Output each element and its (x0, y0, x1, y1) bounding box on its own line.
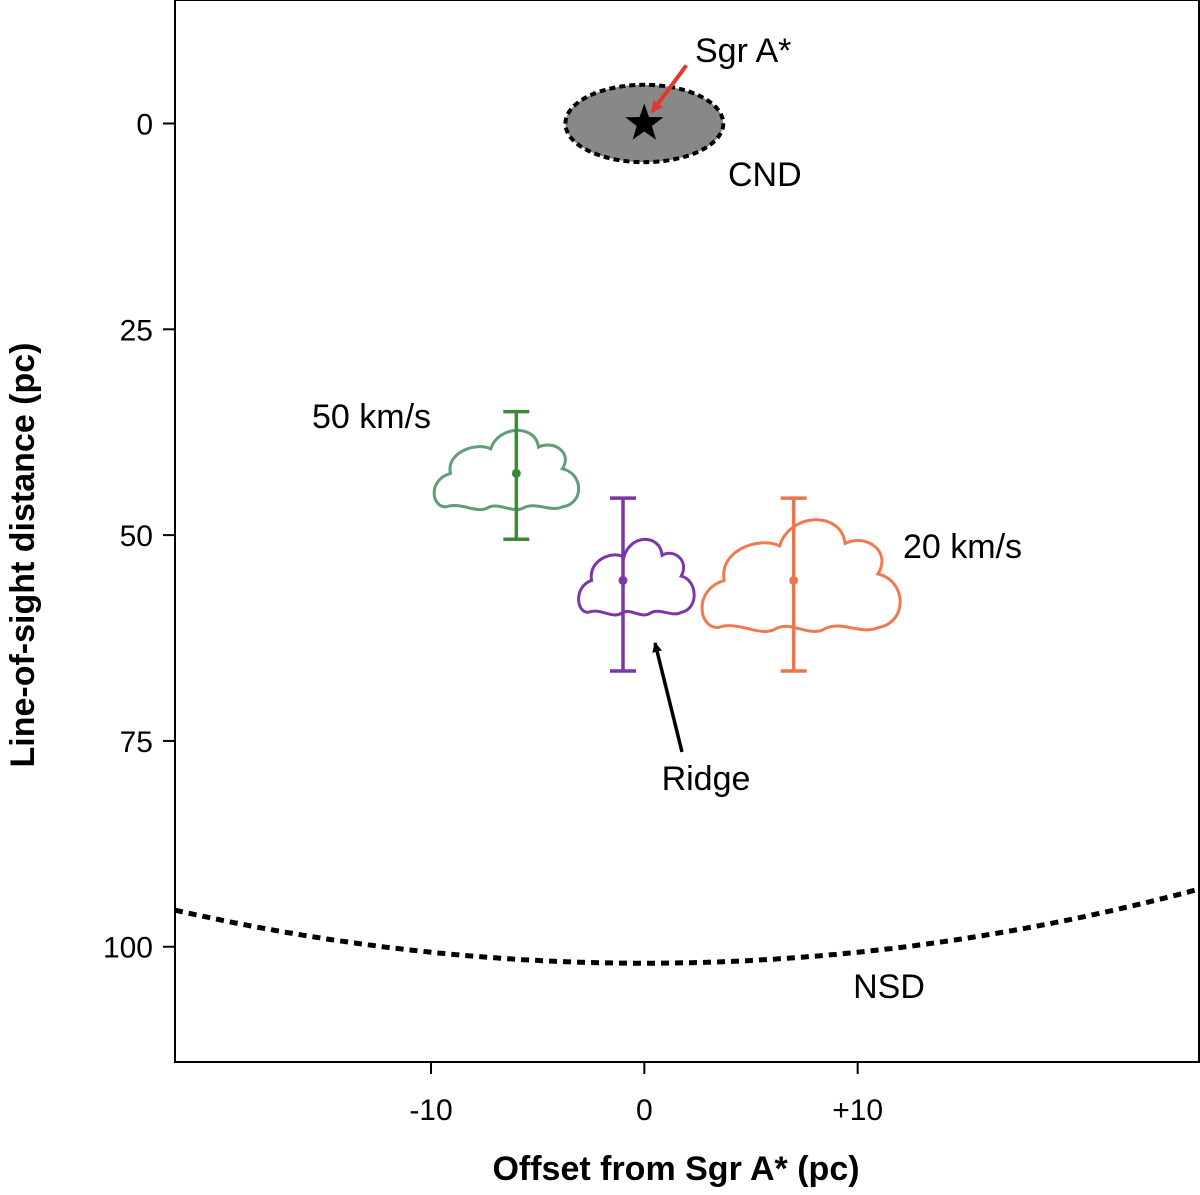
sgr-a-arrow (650, 64, 688, 114)
sgr-a-label: Sgr A* (695, 32, 791, 70)
cloud-50-label: 50 km/s (312, 398, 431, 436)
ridge-arrow (652, 641, 684, 753)
y-tick-label: 75 (120, 726, 153, 759)
y-axis-title: Line-of-sight distance (pc) (4, 343, 42, 768)
data-point (618, 575, 628, 585)
nsd-label: NSD (853, 968, 925, 1006)
y-tick-label: 25 (120, 314, 153, 347)
nsd-arc (174, 886, 1200, 966)
cnd-label: CND (728, 156, 802, 194)
sgr-a-star-icon (625, 103, 664, 140)
x-tick-label: 0 (636, 1094, 653, 1127)
x-axis-title: Offset from Sgr A* (pc) (492, 1150, 859, 1188)
axis-ticks: -10 0 +10 0 25 50 75 100 (103, 108, 883, 1127)
cloud-shape (577, 537, 696, 617)
data-point (511, 468, 521, 478)
nsd-boundary (174, 886, 1200, 966)
cloud-shape (432, 428, 580, 512)
y-tick-label: 0 (136, 108, 153, 141)
error-bars (503, 409, 807, 753)
y-tick-label: 50 (120, 520, 153, 553)
cloud-shape (700, 518, 902, 633)
cloud-shapes (432, 428, 902, 633)
plot-frame (174, 0, 1200, 1063)
ridge-label: Ridge (662, 760, 751, 798)
cloud-20-label: 20 km/s (903, 528, 1022, 566)
data-point (789, 575, 799, 585)
x-tick-label: +10 (832, 1094, 883, 1127)
cnd-ellipse (563, 64, 726, 165)
y-tick-label: 100 (103, 932, 153, 965)
x-tick-label: -10 (409, 1094, 452, 1127)
